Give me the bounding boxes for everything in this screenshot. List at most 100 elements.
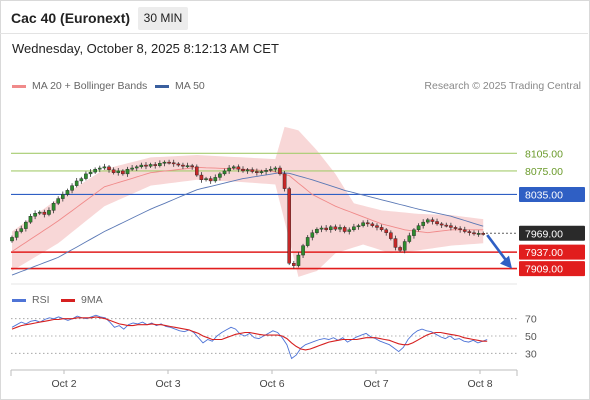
candle — [79, 178, 84, 182]
legend-rsi-ma: 9MA — [61, 294, 103, 306]
candle — [453, 227, 458, 229]
candle — [28, 216, 33, 223]
candle — [402, 241, 407, 251]
candle — [342, 227, 347, 232]
candle — [167, 161, 171, 164]
x-tick-label-0: Oct 2 — [51, 378, 76, 390]
candle — [194, 166, 199, 176]
candle — [472, 232, 476, 235]
candle — [139, 164, 144, 168]
rsi-tick-label-2: 30 — [525, 348, 537, 360]
level-label-2-bg — [519, 186, 585, 202]
candle — [176, 163, 181, 166]
candle — [24, 221, 28, 229]
candle — [365, 222, 370, 225]
candle — [241, 168, 245, 172]
candle — [292, 263, 296, 266]
x-tick-label-3: Oct 7 — [363, 378, 388, 390]
candle — [56, 198, 60, 204]
candle — [435, 221, 439, 225]
candle — [222, 170, 227, 175]
candle — [236, 166, 241, 170]
candle — [84, 173, 88, 179]
x-tick-label-4: Oct 8 — [467, 378, 492, 390]
ma20-legend-label: MA 20 + Bollinger Bands — [32, 80, 148, 92]
candle — [70, 185, 74, 191]
candle — [430, 219, 435, 222]
candle — [107, 166, 111, 170]
candle — [153, 164, 158, 166]
candle — [181, 164, 185, 167]
candle — [287, 188, 292, 264]
candle — [273, 167, 278, 170]
candle — [393, 238, 398, 248]
candle — [148, 164, 153, 167]
rsi-ma-line — [11, 316, 488, 351]
candle — [305, 237, 310, 246]
candle — [264, 170, 268, 172]
candle — [14, 231, 19, 238]
candle — [102, 166, 107, 169]
candle — [204, 178, 208, 180]
candle — [324, 227, 328, 230]
candle — [250, 169, 255, 172]
candle — [134, 166, 139, 169]
candle — [171, 162, 176, 165]
candle — [384, 229, 389, 233]
level-label-1: 8075.00 — [525, 166, 563, 178]
candle — [162, 161, 167, 164]
candle — [398, 247, 402, 251]
candle — [74, 180, 79, 186]
candle — [144, 164, 148, 167]
candle — [37, 211, 42, 214]
timestamp: Wednesday, October 8, 2025 8:12:13 AM CE… — [12, 41, 279, 56]
rsi-line — [11, 314, 488, 360]
candle — [449, 225, 453, 228]
candle — [356, 225, 361, 228]
candle — [33, 213, 37, 217]
candle — [476, 233, 481, 235]
current-price-label: 7969.00 — [525, 228, 563, 240]
candle — [361, 222, 365, 226]
legend-ma50: MA 50 — [155, 80, 205, 92]
header-divider — [0, 33, 588, 34]
candle — [467, 231, 472, 233]
candle — [462, 229, 467, 232]
candle — [65, 190, 70, 195]
candle — [426, 219, 430, 223]
ma50-swatch — [155, 84, 169, 88]
rsi-ma-legend-label: 9MA — [81, 294, 103, 306]
candle — [190, 165, 194, 168]
candle — [421, 221, 425, 226]
level-label-0: 8105.00 — [525, 148, 563, 160]
candle — [245, 169, 250, 172]
candle — [412, 229, 416, 236]
candle — [255, 171, 259, 173]
candle — [352, 226, 356, 230]
candle — [10, 237, 14, 242]
candle — [458, 228, 462, 230]
rsi-ma-swatch — [61, 298, 75, 302]
candle — [259, 171, 264, 173]
timeframe-button[interactable]: 30 MIN — [138, 7, 188, 30]
candle — [130, 167, 134, 170]
candle — [88, 171, 93, 175]
rsi-tick-label-0: 70 — [525, 314, 537, 326]
candle — [42, 211, 47, 215]
ma50-legend-label: MA 50 — [175, 80, 205, 92]
candle — [328, 226, 333, 230]
level-label-2: 8035.00 — [525, 189, 563, 201]
candle — [116, 170, 121, 173]
candle — [338, 227, 342, 230]
level-label-3: 7937.00 — [525, 247, 563, 259]
candle — [121, 170, 125, 175]
candles-group — [10, 159, 486, 269]
candle — [319, 227, 324, 230]
candle — [481, 233, 486, 235]
x-tick-label-1: Oct 3 — [155, 378, 180, 390]
credit-text: Research © 2025 Trading Central — [424, 80, 581, 92]
rsi-legend-label: RSI — [32, 294, 50, 306]
candle — [389, 232, 393, 239]
candle — [375, 225, 379, 228]
